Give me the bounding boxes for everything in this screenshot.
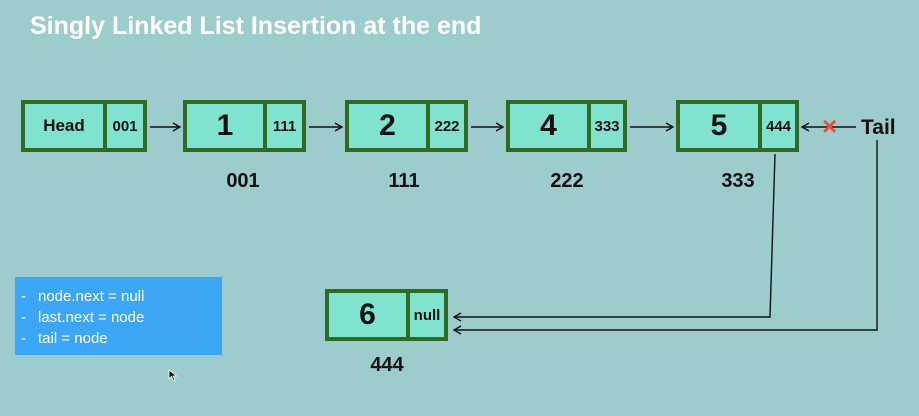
node-next-pointer: 444 — [765, 117, 792, 135]
cross-mark: × — [822, 111, 838, 141]
node-next-pointer: 222 — [434, 117, 460, 135]
arrow-head — [452, 325, 462, 335]
node-value: 1 — [187, 104, 267, 148]
step-text: tail = node — [38, 330, 108, 347]
step-item: - last.next = node — [21, 309, 145, 326]
list-node: 4 333 — [506, 100, 627, 152]
node-value: 5 — [680, 104, 762, 148]
step-item: - tail = node — [21, 330, 108, 347]
list-node: 1 111 — [183, 100, 306, 152]
node-next-pointer: 111 — [272, 117, 297, 135]
steps-box: - node.next = null - last.next = node - tai… — [15, 277, 222, 355]
step-text: node.next = null — [38, 288, 145, 305]
arrow-head — [800, 122, 810, 132]
head-node: Head 001 — [21, 100, 147, 152]
node-address: 333 — [721, 170, 755, 192]
node-value: 2 — [349, 104, 430, 148]
diagram-title: Singly Linked List Insertion at the end — [30, 12, 482, 40]
node-value: 6 — [329, 293, 410, 337]
head-node-pointer: 001 — [112, 117, 138, 135]
arrow-head — [172, 122, 182, 132]
node-next-pointer: null — [413, 306, 441, 324]
node-address: 111 — [388, 170, 420, 192]
list-node: 5 444 — [676, 100, 799, 152]
new-next-arrow — [454, 153, 776, 318]
head-node-label: Head — [25, 104, 107, 148]
node-address: 222 — [550, 170, 584, 192]
arrow-head — [334, 122, 344, 132]
new-tail-arrow — [454, 140, 878, 331]
tail-label: Tail — [861, 116, 896, 139]
step-text: last.next = node — [38, 309, 145, 326]
step-item: - node.next = null — [21, 288, 145, 305]
node-address: 444 — [370, 354, 404, 376]
arrow-head — [665, 122, 675, 132]
node-next-pointer: 333 — [594, 117, 620, 135]
mouse-cursor-icon — [168, 369, 178, 382]
new-node: 6 null — [325, 289, 448, 341]
node-address: 001 — [226, 170, 260, 192]
arrow-head — [495, 122, 505, 132]
list-node: 2 222 — [345, 100, 468, 152]
node-value: 4 — [510, 104, 591, 148]
arrow-head — [452, 312, 462, 322]
